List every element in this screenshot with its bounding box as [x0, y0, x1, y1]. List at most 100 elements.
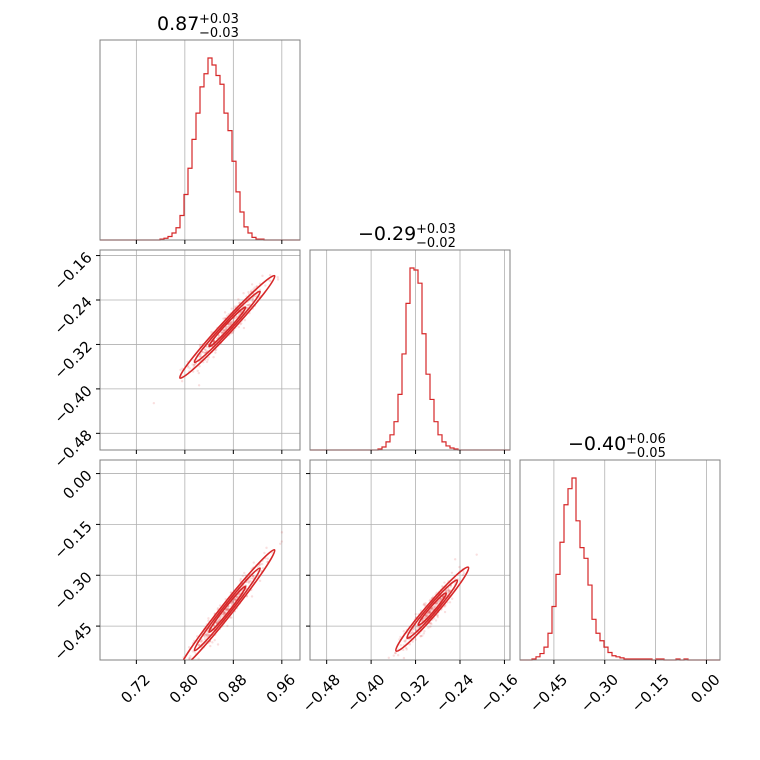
scatter-point	[414, 629, 417, 632]
scatter-point	[204, 348, 207, 352]
scatter-point	[209, 644, 212, 648]
scatter-point	[223, 311, 227, 314]
scatter-point	[222, 611, 226, 614]
scatter-point	[431, 606, 434, 610]
scatter-point	[216, 620, 219, 623]
scatter-point	[247, 581, 250, 584]
scatter-point	[429, 621, 432, 625]
scatter-panel-0-1	[99, 249, 301, 451]
scatter-point	[223, 612, 226, 615]
scatter-point	[422, 632, 426, 635]
scatter-point	[412, 627, 415, 630]
scatter-point	[216, 607, 220, 610]
scatter-point	[188, 657, 191, 660]
scatter-point	[224, 608, 228, 611]
scatter-point	[218, 617, 221, 621]
title-value-1: −0.29	[358, 223, 416, 245]
scatter-point	[225, 325, 229, 329]
scatter-point	[412, 627, 415, 631]
xtick-label-2-1: −0.30	[577, 671, 622, 716]
scatter-point	[240, 322, 243, 325]
ytick-label-2-3: 0.00	[59, 466, 95, 502]
scatter-point	[191, 363, 194, 366]
scatter-point	[235, 595, 238, 599]
scatter-point	[227, 323, 231, 326]
scatter-point	[443, 581, 446, 584]
xtick-label-2-2: −0.15	[628, 671, 673, 716]
scatter-point	[250, 595, 254, 598]
scatter-point	[224, 609, 228, 613]
scatter-point	[402, 656, 406, 660]
scatter-point	[404, 638, 407, 642]
scatter-point	[231, 331, 234, 334]
scatter-point	[247, 303, 250, 307]
scatter-point	[191, 370, 195, 373]
scatter-point	[189, 662, 191, 664]
scatter-point	[250, 283, 254, 286]
scatter-point	[231, 320, 234, 324]
scatter-point	[268, 279, 271, 282]
scatter-point	[219, 331, 223, 334]
scatter-point	[205, 635, 209, 639]
scatter-point	[223, 328, 226, 332]
contour-1-1	[193, 567, 261, 652]
scatter-point	[447, 591, 450, 595]
scatter-point	[232, 599, 236, 602]
scatter-point	[258, 579, 262, 583]
scatter-point	[399, 643, 402, 647]
xtick-label-1-0: −0.48	[299, 671, 344, 716]
scatter-point	[184, 664, 186, 666]
scatter-point	[279, 542, 282, 545]
scatter-point	[235, 315, 239, 319]
title-value-0: 0.87	[157, 13, 199, 35]
scatter-point	[276, 275, 279, 279]
ytick-label-1-3: −0.24	[50, 293, 95, 338]
scatter-point	[231, 600, 235, 604]
scatter-point	[198, 643, 201, 647]
scatter-point	[447, 590, 450, 593]
scatter-point	[428, 611, 431, 615]
scatter-point	[245, 303, 248, 307]
scatter-point	[430, 607, 434, 610]
scatter-point	[438, 599, 441, 603]
scatter-point	[226, 608, 230, 611]
scatter-point	[423, 629, 426, 633]
scatter-point	[424, 614, 428, 617]
scatter-point	[226, 608, 230, 611]
scatter-point	[230, 307, 233, 310]
scatter-point	[409, 632, 412, 635]
scatter-point	[436, 602, 440, 605]
scatter-point	[434, 604, 437, 608]
scatter-point	[249, 577, 252, 580]
scatter-point	[218, 334, 221, 338]
scatter-point	[265, 546, 268, 550]
scatter-point	[215, 621, 218, 625]
scatter-point	[215, 348, 218, 351]
scatter-point	[197, 657, 200, 660]
scatter-point	[249, 580, 253, 583]
scatter-point	[248, 303, 251, 307]
xtick-label-0-0: 0.72	[117, 671, 153, 707]
scatter-point	[269, 280, 272, 283]
scatter-point	[421, 619, 424, 622]
scatter-point	[211, 641, 214, 644]
scatter-point	[251, 574, 254, 578]
scatter-point	[198, 365, 201, 368]
scatter-point	[436, 614, 439, 617]
scatter-point	[422, 602, 426, 606]
scatter-panel-1-2	[309, 459, 511, 661]
scatter-point	[402, 629, 405, 633]
scatter-point	[428, 611, 432, 614]
scatter-point	[436, 615, 439, 619]
scatter-point	[392, 654, 396, 657]
scatter-point	[276, 278, 280, 281]
scatter-point	[212, 355, 215, 359]
scatter-point	[252, 561, 255, 564]
scatter-point	[434, 619, 438, 622]
scatter-point	[206, 633, 210, 636]
scatter-point	[207, 633, 211, 636]
xtick-label-1-3: −0.24	[432, 671, 477, 716]
scatter-point	[450, 597, 454, 600]
scatter-bg-0-1	[100, 250, 300, 450]
scatter-point	[415, 624, 419, 628]
